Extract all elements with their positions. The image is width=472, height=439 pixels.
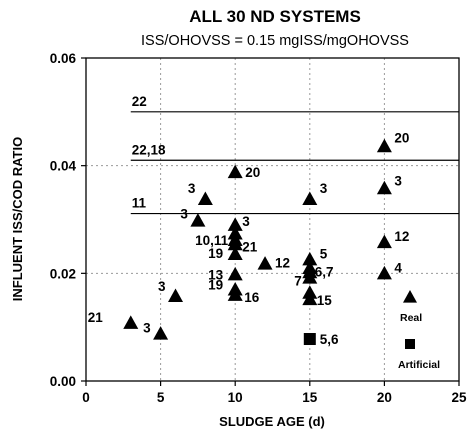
data-point-label: 3: [394, 173, 402, 188]
legend-label: Real: [400, 312, 422, 324]
data-point-triangle: [376, 180, 392, 195]
data-point-triangle: [302, 270, 318, 284]
data-point-label: 12: [275, 256, 290, 271]
data-point-label: 5: [320, 246, 328, 261]
y-tick-label: 0.00: [50, 374, 76, 389]
axis-ticks: 0 5 10 15 20 25 0.00 0.02 0.04 0.06: [50, 51, 467, 405]
x-axis-label: SLUDGE AGE (d): [219, 414, 325, 429]
data-point-triangle: [302, 191, 318, 206]
data-point-triangle: [227, 236, 243, 251]
data-point-triangle: [168, 288, 184, 302]
data-point-label: 21: [242, 239, 258, 254]
data-point-label: 12: [394, 229, 409, 244]
data-point-label: 19: [208, 246, 223, 261]
data-point-label: 3: [158, 279, 166, 294]
data-point-triangle: [302, 291, 318, 306]
data-point-triangle: [376, 138, 392, 153]
data-point-label: 4: [394, 260, 402, 275]
data-point-triangle: [227, 246, 243, 260]
reference-line-label: 11: [132, 196, 147, 211]
legend-swatch-square: [405, 339, 415, 349]
data-point-label: 16: [244, 290, 260, 305]
chart-title: ALL 30 ND SYSTEMS: [189, 7, 361, 26]
legend-label: Artificial: [398, 359, 440, 371]
data-point-triangle: [302, 251, 318, 266]
reference-lines: 22 22,18 11: [130, 94, 459, 215]
data-point-label: 15: [317, 293, 333, 308]
data-point-label: 3: [188, 181, 196, 196]
reference-line-label: 22,18: [132, 142, 166, 157]
data-point-label: 5,6: [320, 332, 339, 347]
y-axis-label: INFLUENT ISS/COD RATIO: [10, 137, 25, 301]
x-tick-label: 20: [377, 390, 392, 405]
data-point-label: 20: [394, 130, 409, 145]
data-points: [123, 138, 392, 346]
data-point-triangle: [190, 213, 206, 227]
chart-subtitle: ISS/OHOVSS = 0.15 mgISS/mgOHOVSS: [141, 33, 409, 49]
data-point-triangle: [153, 326, 169, 340]
data-point-label: 19: [208, 277, 223, 292]
data-point-triangle: [376, 265, 392, 280]
data-point-triangle: [227, 164, 243, 179]
x-tick-label: 5: [157, 390, 165, 405]
data-point-triangle: [257, 256, 273, 270]
data-point-triangle: [227, 217, 243, 231]
x-tick-label: 15: [302, 390, 318, 405]
x-tick-label: 0: [82, 390, 90, 405]
y-tick-label: 0.06: [50, 51, 77, 66]
legend: Real Artificial: [398, 290, 440, 371]
data-point-label: 3: [242, 214, 250, 229]
x-tick-label: 25: [451, 390, 467, 405]
data-point-triangle: [227, 266, 243, 281]
data-point-triangle: [376, 234, 392, 249]
data-point-label: 6,7: [315, 264, 334, 279]
data-point-triangle: [227, 287, 243, 301]
data-point-label: 13: [208, 267, 224, 282]
data-point-label: 20: [245, 165, 260, 180]
y-tick-label: 0.04: [50, 159, 77, 174]
data-point-triangle: [123, 315, 139, 329]
data-point-label: 3: [320, 181, 328, 196]
x-tick-label: 10: [228, 390, 243, 405]
data-point-label: 7: [294, 274, 302, 289]
data-point-label: 3: [180, 207, 188, 222]
reference-line-label: 22: [132, 94, 147, 109]
data-point-square: [303, 333, 316, 346]
data-point-label: 21: [88, 310, 104, 325]
legend-swatch-triangle: [403, 290, 417, 303]
data-point-label: 10,11: [195, 233, 229, 248]
data-point-triangle: [197, 191, 213, 206]
y-tick-label: 0.02: [50, 266, 76, 281]
data-point-label: 3: [143, 321, 151, 336]
plot-frame: [85, 57, 460, 382]
